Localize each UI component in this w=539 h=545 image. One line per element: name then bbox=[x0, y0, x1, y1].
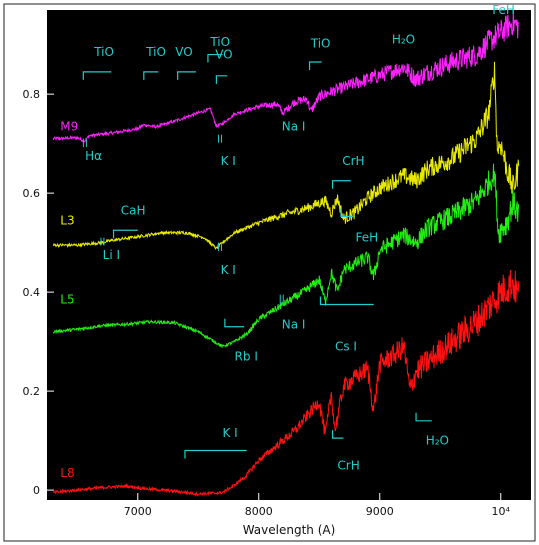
feature-bracket bbox=[112, 229, 138, 239]
feature-label: FeH bbox=[356, 231, 379, 245]
feature-bracket bbox=[143, 71, 159, 80]
x-tick-label: 9000 bbox=[366, 505, 394, 518]
feature-bracket bbox=[215, 75, 228, 84]
y-tick-label: 0.2 bbox=[23, 385, 41, 398]
feature-label: Na I bbox=[282, 119, 306, 133]
feature-label: CaH bbox=[121, 203, 146, 217]
series-label-l3: L3 bbox=[60, 213, 74, 227]
feature-bracket bbox=[340, 208, 354, 217]
feature-bracket bbox=[184, 449, 247, 459]
y-tick-label: 0.6 bbox=[23, 187, 41, 200]
series-layer: M9 L3 L5 L8 bbox=[52, 10, 520, 497]
x-tick-label: 8000 bbox=[245, 505, 273, 518]
feature-bracket bbox=[82, 71, 112, 80]
feature-label: Cs I bbox=[335, 340, 357, 354]
axes: 7000 8000 9000 10⁴ 0 0.2 0.4 0.6 0.8 bbox=[23, 88, 511, 518]
series-label-l8: L8 bbox=[60, 466, 74, 480]
plot-area bbox=[47, 10, 531, 500]
feature-label: K I bbox=[221, 154, 236, 168]
y-tick-label: 0.4 bbox=[23, 286, 41, 299]
outer-frame bbox=[3, 3, 536, 542]
feature-label: Hα bbox=[85, 149, 102, 163]
feature-label: H₂O bbox=[392, 33, 415, 47]
x-tick-label: 10⁴ bbox=[492, 505, 511, 518]
series-label-m9: M9 bbox=[60, 119, 78, 133]
y-tick-label: 0 bbox=[33, 484, 40, 497]
feature-label: Na I bbox=[282, 317, 306, 331]
feature-label: K I bbox=[221, 263, 236, 277]
series-line-l3 bbox=[52, 61, 520, 250]
series-line-l8 bbox=[52, 269, 520, 497]
feature-label: TiO bbox=[209, 35, 230, 49]
feature-bracket bbox=[415, 412, 432, 422]
feature-label: Rb I bbox=[235, 349, 258, 363]
feature-label: K I bbox=[222, 426, 237, 440]
feature-label: VO bbox=[215, 48, 232, 62]
feature-bracket bbox=[308, 61, 322, 70]
feature-label: VO bbox=[175, 45, 192, 59]
feature-label: Li I bbox=[103, 248, 120, 262]
feature-label: FeH bbox=[492, 3, 515, 17]
x-axis-label: Wavelength (A) bbox=[243, 523, 336, 537]
feature-label: H₂O bbox=[426, 434, 449, 448]
feature-bracket bbox=[224, 318, 245, 328]
feature-bracket bbox=[319, 296, 374, 306]
feature-label: TiO bbox=[93, 45, 114, 59]
feature-label: TiO bbox=[310, 37, 331, 51]
feature-bracket bbox=[207, 53, 223, 63]
feature-label: TiO bbox=[145, 45, 166, 59]
feature-label: CrH bbox=[342, 154, 364, 168]
feature-bracket bbox=[177, 71, 196, 80]
x-tick-label: 7000 bbox=[124, 505, 152, 518]
feature-label: CrH bbox=[337, 458, 359, 472]
feature-bracket bbox=[331, 180, 351, 189]
series-line-l5 bbox=[52, 163, 520, 348]
feature-bracket bbox=[331, 430, 344, 439]
y-tick-label: 0.8 bbox=[23, 88, 41, 101]
series-line-m9 bbox=[52, 10, 520, 144]
series-label-l5: L5 bbox=[60, 293, 74, 307]
